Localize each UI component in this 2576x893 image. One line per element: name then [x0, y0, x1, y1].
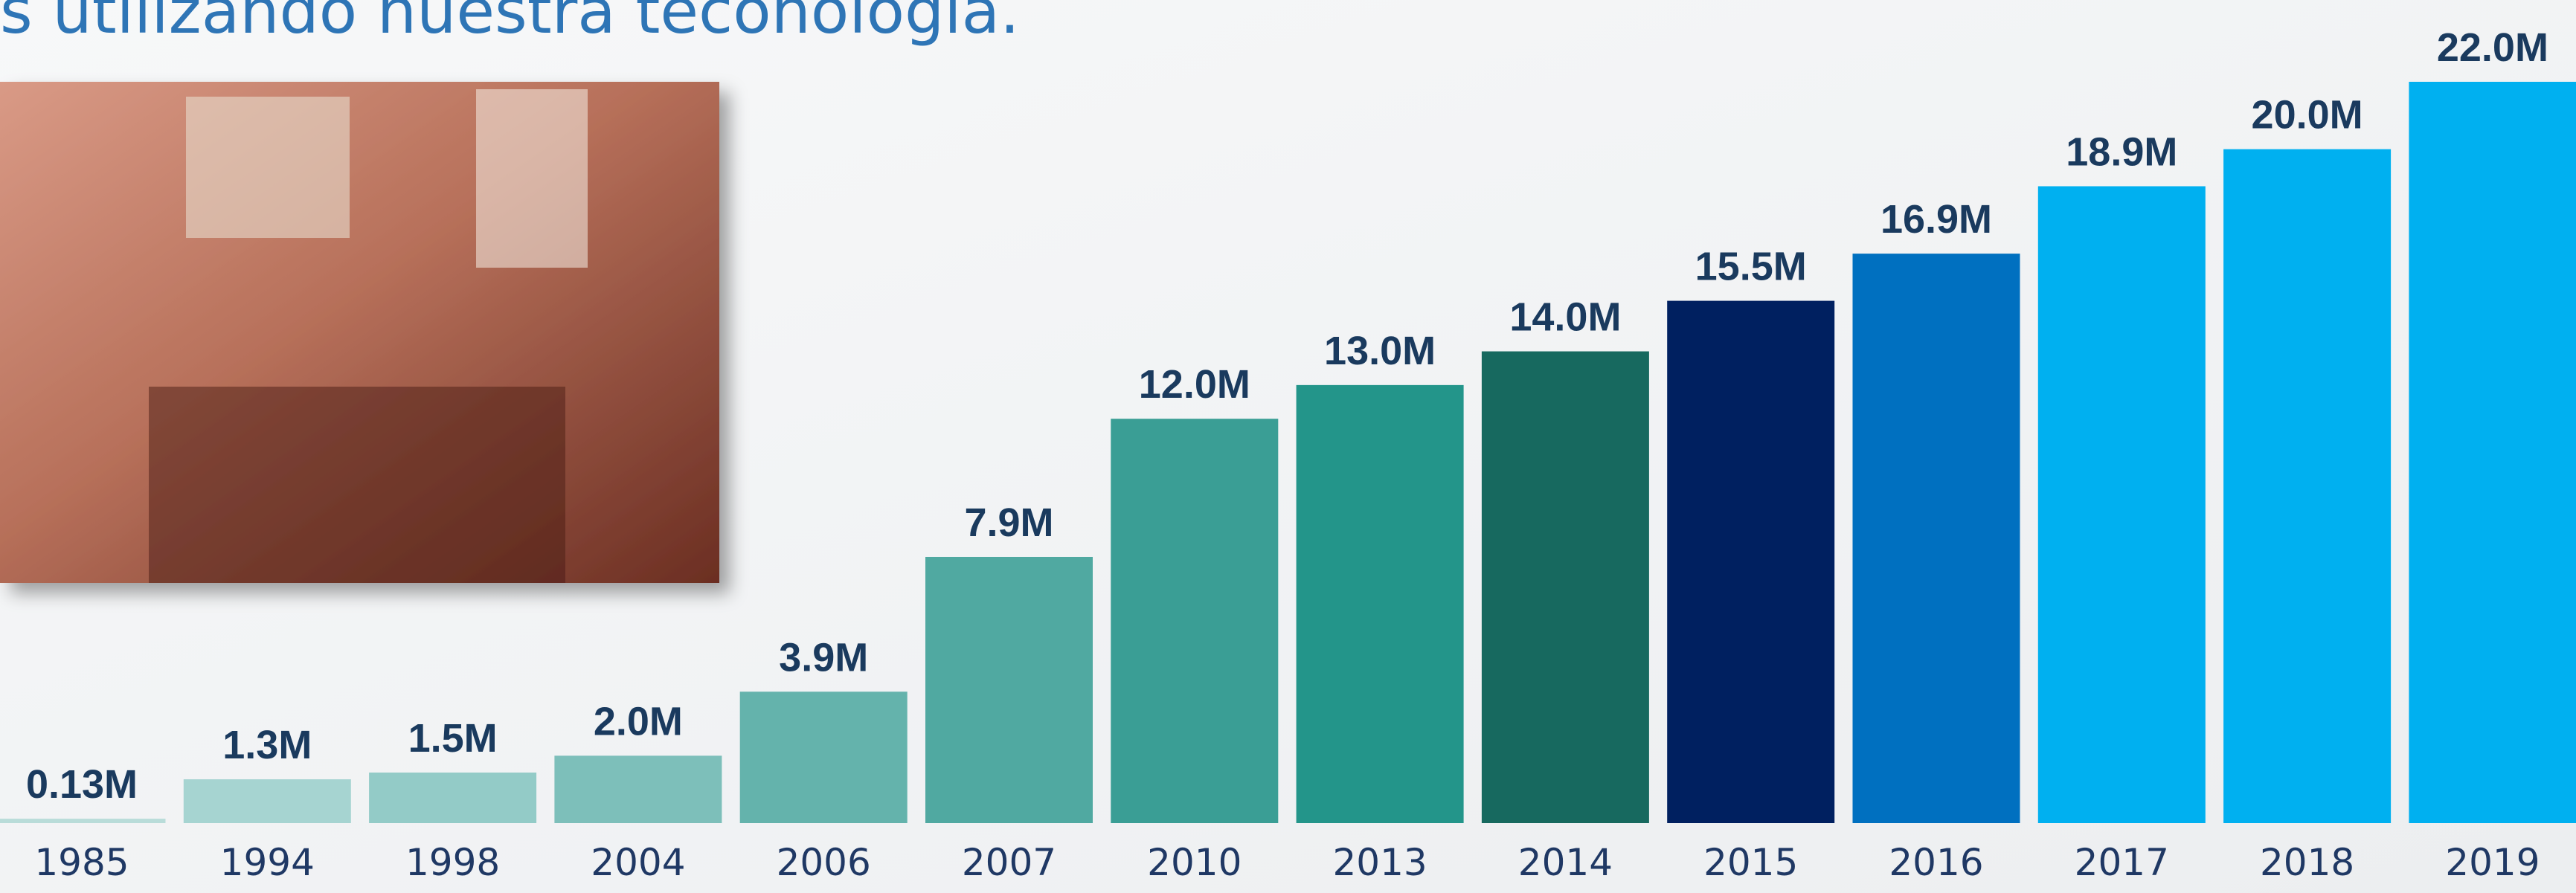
bar — [739, 691, 908, 823]
bar — [183, 779, 351, 823]
value-label: 3.9M — [779, 635, 868, 680]
bar — [554, 755, 722, 823]
x-tick-label: 2019 — [2445, 841, 2540, 884]
x-tick-label: 2013 — [1332, 841, 1427, 884]
value-label: 14.0M — [1509, 295, 1621, 340]
bar — [1296, 384, 1464, 823]
bar — [1667, 300, 1835, 823]
value-label: 7.9M — [964, 500, 1053, 545]
bar — [1481, 351, 1649, 824]
x-tick-label: 1998 — [405, 841, 500, 884]
x-tick-label: 1985 — [34, 841, 129, 884]
photo-desk — [149, 387, 565, 583]
value-label: 13.0M — [1324, 329, 1436, 373]
photo-window — [476, 89, 588, 268]
bar — [1111, 419, 1279, 823]
bar — [369, 773, 537, 823]
bar — [2409, 82, 2576, 823]
x-tick-label: 2007 — [962, 841, 1056, 884]
x-tick-label: 2006 — [777, 841, 871, 884]
value-label: 12.0M — [1139, 362, 1250, 407]
bar — [925, 556, 1093, 823]
bar — [2223, 149, 2392, 824]
value-label: 0.13M — [26, 762, 138, 807]
x-tick-label: 2010 — [1147, 841, 1242, 884]
value-label: 18.9M — [2066, 129, 2177, 174]
x-tick-label: 1994 — [220, 841, 315, 884]
value-label: 20.0M — [2252, 93, 2363, 138]
value-label: 22.0M — [2437, 25, 2548, 70]
photo-board — [186, 97, 350, 238]
x-tick-label: 2018 — [2260, 841, 2354, 884]
photo — [0, 82, 719, 583]
value-label: 16.9M — [1880, 197, 1992, 242]
chart-title: s utilizando nuestra teconología. — [0, 0, 1020, 48]
x-tick-label: 2004 — [591, 841, 685, 884]
bar — [2037, 186, 2206, 824]
value-label: 1.3M — [222, 723, 312, 767]
value-label: 2.0M — [594, 699, 683, 744]
bar — [0, 819, 166, 823]
x-tick-label: 2017 — [2075, 841, 2169, 884]
x-tick-label: 2016 — [1889, 841, 1983, 884]
value-label: 1.5M — [408, 716, 498, 761]
x-tick-label: 2014 — [1518, 841, 1613, 884]
x-tick-label: 2015 — [1703, 841, 1798, 884]
bar — [1852, 254, 2020, 823]
value-label: 15.5M — [1695, 245, 1807, 289]
